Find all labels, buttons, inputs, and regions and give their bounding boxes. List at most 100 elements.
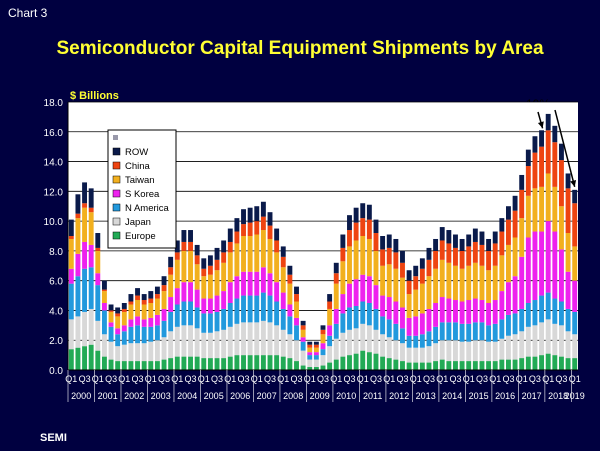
bar-segment-row — [135, 288, 140, 296]
bar-segment-europe — [247, 355, 253, 370]
bar-segment-row — [347, 215, 352, 231]
bars — [68, 113, 578, 370]
bar-segment-taiwan — [400, 277, 405, 308]
bar-segment-japan — [161, 337, 167, 360]
bar-segment-europe — [327, 362, 333, 370]
bar-segment-taiwan — [267, 238, 273, 274]
bar-segment-europe — [373, 353, 379, 370]
bar-segment-s-korea — [406, 317, 412, 336]
bar-segment-row — [373, 219, 379, 234]
bar-segment-china — [572, 203, 578, 247]
bar-segment-china — [108, 310, 114, 312]
bar-segment-n-america — [400, 328, 405, 344]
bar-segment-row — [506, 206, 511, 220]
bar-segment-n-america — [82, 268, 88, 312]
bar-segment-s-korea — [241, 271, 246, 296]
bar-segment-china — [128, 301, 134, 305]
bar-segment-s-korea — [194, 289, 200, 308]
x-tick-year-label: 2000 — [71, 391, 91, 401]
bar-segment-row — [413, 265, 419, 277]
bar-segment-n-america — [459, 323, 465, 342]
bar-segment-taiwan — [188, 250, 193, 283]
bar-segment-n-america — [453, 322, 458, 341]
bar-segment-taiwan — [353, 240, 359, 280]
bar-segment-taiwan — [393, 268, 399, 302]
y-axis-label: $ Billions — [70, 90, 119, 102]
bar-segment-europe — [154, 361, 160, 370]
bar-segment-europe — [148, 361, 154, 370]
bar-segment-row — [221, 240, 227, 253]
bar-segment-taiwan — [360, 236, 366, 275]
bar-segment-row — [459, 238, 465, 251]
bar-segment-europe — [82, 346, 88, 370]
bar-segment-europe — [492, 361, 498, 370]
y-tick-label: 6.0 — [49, 277, 63, 288]
bar-segment-china — [506, 219, 511, 245]
bar-segment-n-america — [267, 295, 273, 323]
bar-segment-s-korea — [115, 328, 121, 335]
bar-segment-europe — [386, 358, 392, 370]
bar-segment-row — [307, 341, 313, 345]
bar-segment-row — [194, 244, 200, 256]
bar-segment-europe — [95, 350, 101, 370]
bar-segment-s-korea — [466, 300, 472, 324]
bar-segment-japan — [181, 325, 187, 357]
bar-segment-japan — [353, 328, 359, 354]
bar-segment-row — [519, 174, 525, 190]
bar-segment-taiwan — [135, 300, 140, 317]
bar-segment-japan — [532, 325, 538, 357]
bar-segment-china — [280, 256, 286, 268]
bar-segment-europe — [141, 361, 147, 370]
bar-segment-n-america — [294, 325, 299, 341]
bar-segment-s-korea — [506, 282, 511, 315]
bar-segment-n-america — [340, 313, 346, 333]
bar-segment-s-korea — [307, 352, 313, 356]
chart-number-label: Chart 3 — [8, 6, 48, 20]
bar-segment-row — [479, 231, 485, 245]
bar-segment-china — [287, 274, 293, 284]
arrow-head — [570, 179, 577, 187]
bar-segment-china — [539, 146, 545, 187]
bar-segment-n-america — [519, 308, 525, 332]
x-tick-quarter-label: Q3 — [131, 374, 143, 384]
bar-segment-europe — [545, 353, 551, 370]
bar-segment-taiwan — [194, 264, 200, 290]
bar-segment-china — [552, 142, 558, 187]
bar-segment-china — [68, 236, 74, 239]
bar-segment-china — [400, 262, 405, 278]
bar-segment-row — [386, 234, 392, 248]
x-tick-year-label: 2015 — [469, 391, 489, 401]
bar-segment-europe — [552, 355, 558, 370]
x-tick-quarter-label: Q1 — [92, 374, 104, 384]
bar-segment-row — [360, 203, 366, 219]
bar-segment-n-america — [181, 301, 187, 326]
legend-label: ROW — [125, 147, 148, 158]
bar-segment-taiwan — [333, 283, 339, 309]
x-tick-quarter-label: Q1 — [516, 374, 528, 384]
bar-segment-china — [75, 213, 81, 219]
bar-segment-n-america — [194, 307, 200, 329]
bar-segment-taiwan — [234, 243, 240, 277]
bar-segment-europe — [234, 355, 240, 370]
bar-segment-s-korea — [135, 316, 140, 326]
bar-segment-japan — [287, 334, 293, 359]
bar-segment-china — [492, 243, 498, 266]
bar-segment-row — [366, 204, 372, 220]
bar-segment-europe — [227, 356, 233, 370]
bar-segment-n-america — [360, 301, 366, 324]
bar-segment-china — [565, 188, 571, 234]
bar-segment-japan — [552, 323, 558, 356]
bar-segment-s-korea — [539, 231, 545, 296]
bar-segment-s-korea — [558, 249, 564, 302]
bar-segment-n-america — [280, 308, 286, 330]
bar-segment-n-america — [406, 335, 412, 348]
bar-segment-china — [181, 241, 187, 251]
bar-segment-s-korea — [68, 268, 74, 284]
bar-segment-s-korea — [154, 314, 160, 326]
bar-segment-s-korea — [552, 231, 558, 299]
bar-segment-row — [419, 258, 425, 269]
bar-segment-japan — [201, 332, 207, 359]
bar-segment-n-america — [141, 326, 147, 344]
x-tick-quarter-label: Q1 — [304, 374, 316, 384]
bar-segment-row — [406, 270, 412, 281]
